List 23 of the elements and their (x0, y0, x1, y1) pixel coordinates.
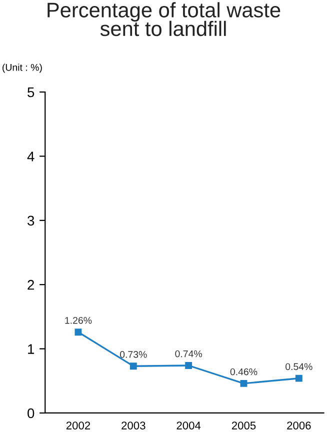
x-tick-label: 2002 (66, 422, 90, 430)
chart-title: Percentage of total waste sent to landfill (48, 2, 280, 36)
x-tick-label: 2005 (232, 422, 256, 430)
point (74, 328, 82, 336)
x-tick-label: 2004 (176, 422, 201, 430)
y-axis-title: (Unit : %) (2, 64, 42, 73)
data-label: 1.26% (65, 316, 92, 324)
x-tick-label: 2006 (287, 422, 311, 430)
data-label: 0.74% (175, 350, 202, 358)
y-tick-label: 3 (28, 216, 34, 226)
point (130, 362, 137, 370)
y-tick-label: 5 (28, 87, 34, 98)
point (295, 374, 302, 382)
y-tick-label: 0 (28, 408, 34, 418)
data-label: 0.54% (286, 363, 312, 370)
y-tick-label: 2 (28, 280, 34, 290)
data-label: 0.46% (230, 368, 258, 376)
x-tick-label: 2003 (122, 422, 146, 430)
point (240, 380, 248, 387)
y-tick-label: 4 (27, 152, 34, 162)
y-tick-label: 1 (28, 344, 34, 354)
data-label: 0.73% (120, 351, 147, 358)
point (185, 362, 192, 369)
